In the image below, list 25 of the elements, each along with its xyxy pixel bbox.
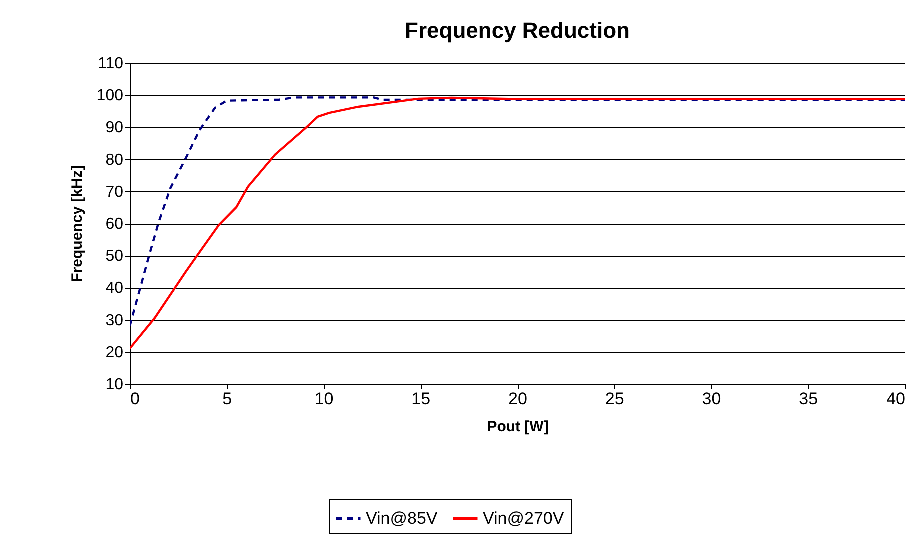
x-axis-title: Pout [W]: [487, 418, 549, 436]
y-tick-label: 60: [106, 216, 124, 233]
y-tick-label: 70: [106, 184, 124, 201]
legend-label: Vin@270V: [483, 508, 565, 528]
y-tick-label: 30: [106, 312, 124, 330]
x-tick-label: 0: [130, 390, 140, 408]
y-tick-label: 90: [106, 120, 124, 137]
y-tick-label: 20: [106, 344, 124, 362]
x-tick-label: 40: [886, 390, 906, 408]
x-tick-label: 20: [508, 390, 528, 408]
legend-label: Vin@85V: [366, 508, 438, 528]
y-axis-title: Frequency [kHz]: [68, 166, 86, 282]
y-tick-label: 10: [106, 376, 124, 394]
x-tick-label: 25: [605, 390, 624, 408]
x-tick-label: 5: [222, 390, 232, 408]
x-tick-label: 35: [799, 390, 818, 408]
x-tick-label: 10: [314, 390, 334, 408]
y-tick-label: 100: [96, 88, 124, 105]
x-tick-label: 30: [702, 390, 722, 408]
chart-title: Frequency Reduction: [405, 18, 630, 43]
y-tick-label: 50: [106, 248, 124, 266]
y-tick-label: 40: [106, 280, 124, 298]
y-tick-label: 110: [98, 56, 124, 72]
y-tick-label: 80: [106, 152, 124, 169]
x-tick-label: 15: [412, 390, 431, 408]
